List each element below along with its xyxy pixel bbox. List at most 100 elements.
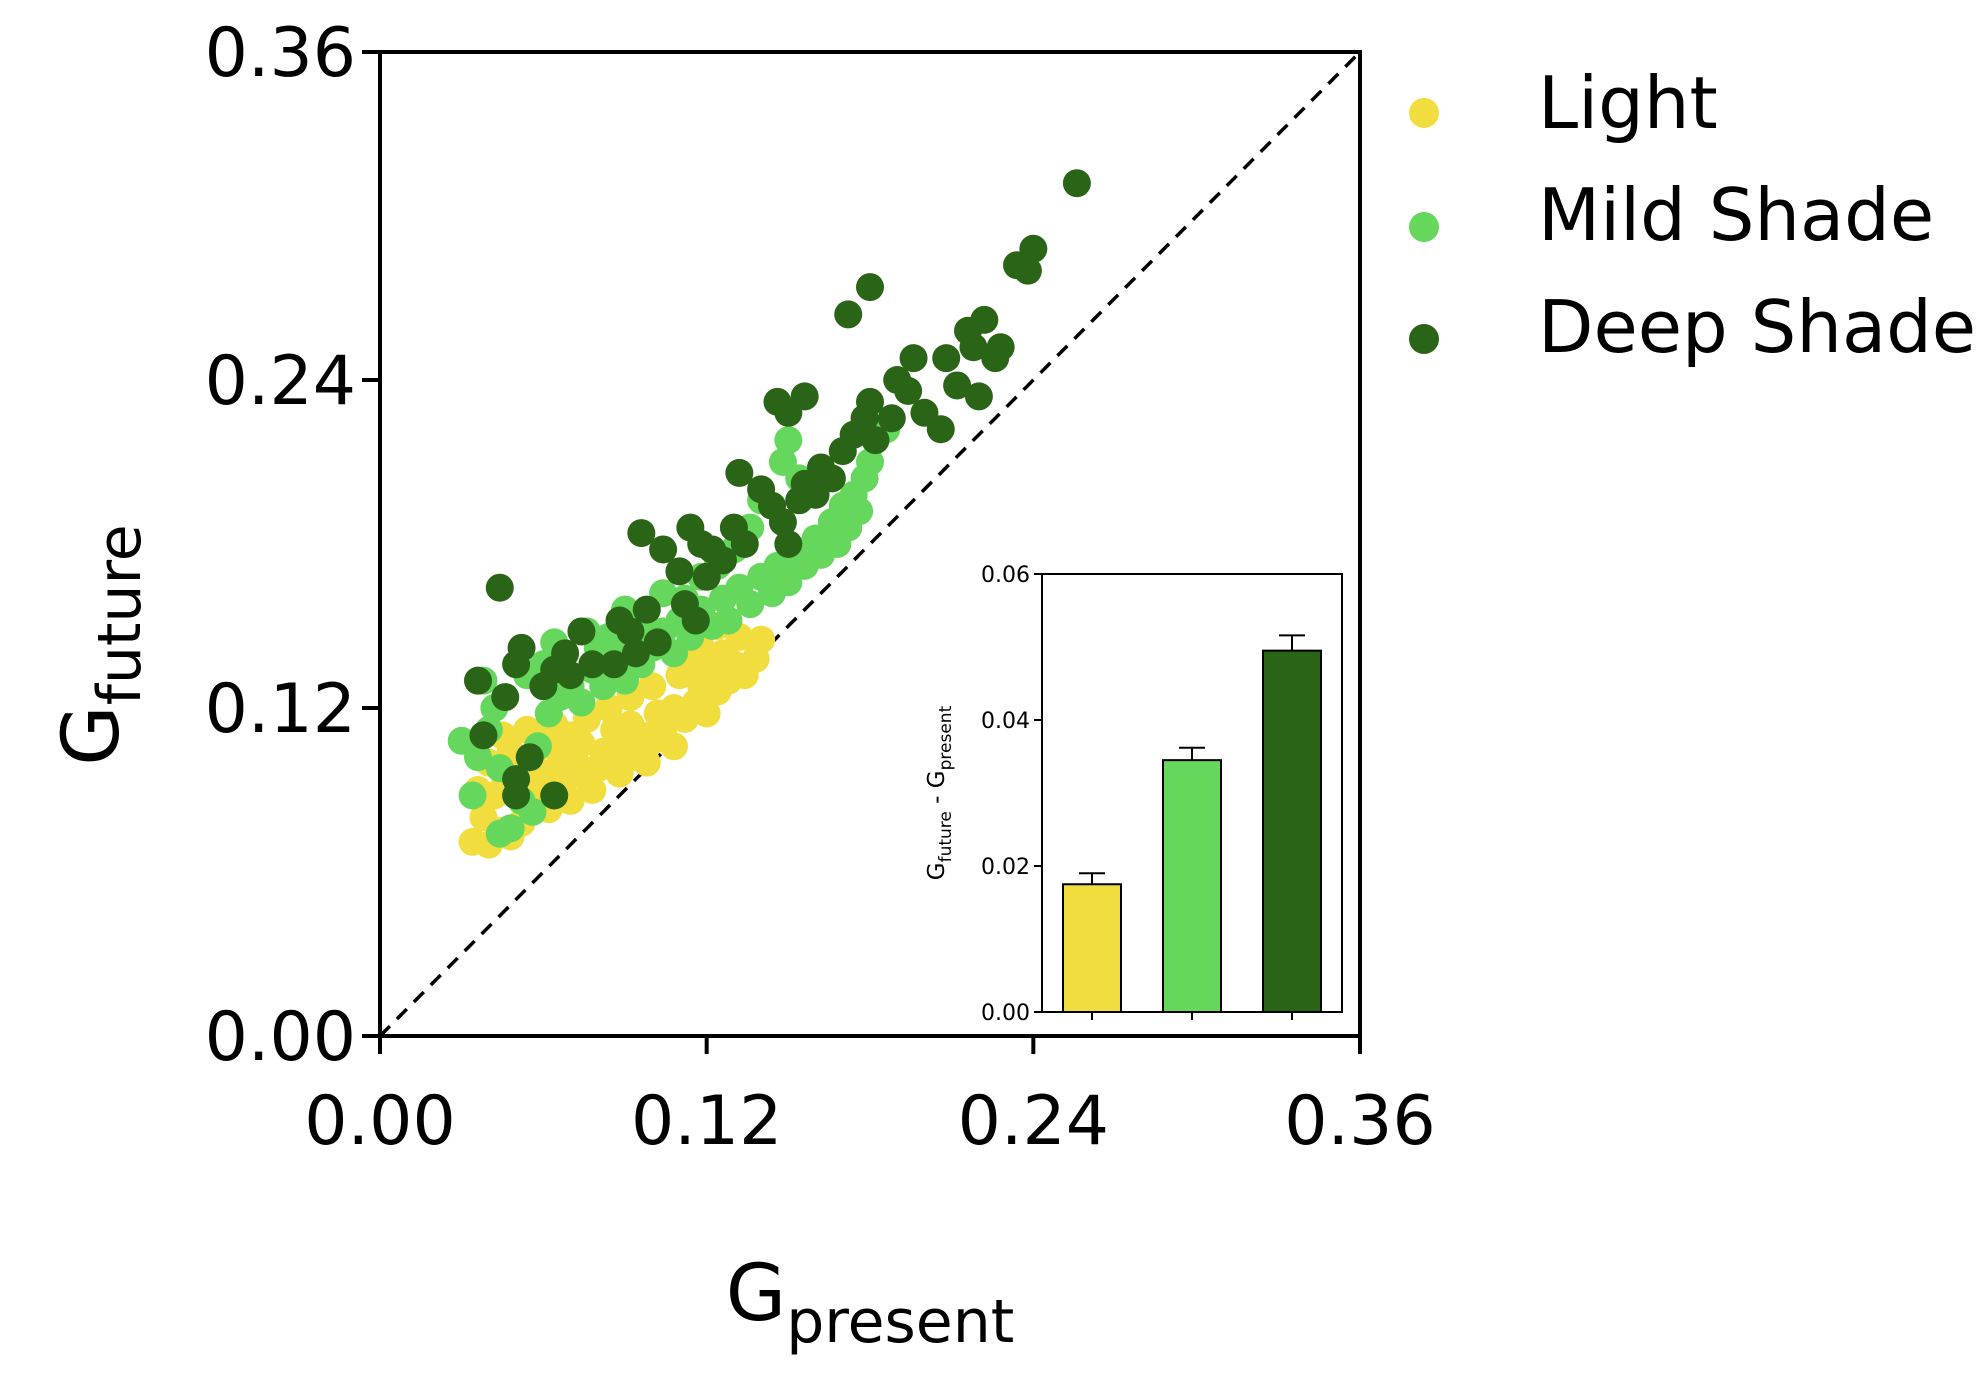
y-tick-label: 0.00 xyxy=(205,998,356,1077)
scatter-point xyxy=(567,688,596,717)
scatter-point xyxy=(551,639,580,668)
scatter-point xyxy=(491,683,520,712)
legend-marker-mild-shade xyxy=(1409,212,1439,242)
main-scatter-plot: 0.00 0.12 0.24 0.36 0.00 0.12 0.24 0.36 Gfuture… xyxy=(47,14,1436,1357)
scatter-point xyxy=(485,819,514,848)
scatter-point xyxy=(877,404,906,433)
scatter-point xyxy=(578,776,607,804)
y-axis-title-main: G xyxy=(47,705,137,765)
scatter-point xyxy=(660,732,688,761)
y-tick-label: 0.12 xyxy=(205,670,356,749)
inset-bars xyxy=(1062,634,1322,1020)
scatter-point xyxy=(594,694,623,722)
scatter-point xyxy=(932,344,961,373)
scatter-point xyxy=(856,448,884,476)
main-plot-frame xyxy=(378,50,1362,1038)
x-tick-label: 0.12 xyxy=(631,1082,782,1161)
inset-axis-ticks: 0.00 0.02 0.04 0.06 xyxy=(981,563,1042,1026)
scatter-point xyxy=(589,672,618,701)
inset-y-tick-label: 0.06 xyxy=(981,563,1030,588)
y-axis-title-sub: future xyxy=(85,524,155,705)
legend-marker-light xyxy=(1409,98,1439,128)
scatter-point xyxy=(763,387,792,416)
scatter-point xyxy=(899,344,928,373)
scatter-point xyxy=(959,333,988,362)
scatter-point xyxy=(774,426,803,455)
inset-bar xyxy=(1162,759,1222,1014)
inset-y-title-sub1: future xyxy=(936,811,956,862)
scatter-point xyxy=(632,595,661,624)
scatter-point xyxy=(665,557,694,586)
y-tick-label: 0.36 xyxy=(205,14,356,93)
scatter-point xyxy=(817,464,846,493)
scatter-point xyxy=(485,573,514,602)
scatter-point xyxy=(1013,256,1042,285)
scatter-point xyxy=(856,273,884,302)
scatter-point xyxy=(894,376,923,405)
scatter-point xyxy=(1019,234,1048,263)
scatter-point xyxy=(464,666,492,695)
legend-label-light: Light xyxy=(1538,61,1718,145)
legend-item-deep-shade: Deep Shade xyxy=(1409,285,1976,369)
scatter-point xyxy=(469,721,498,750)
legend: Light Mild Shade Deep Shade xyxy=(1409,61,1976,369)
scatter-point xyxy=(621,639,650,668)
inset-bar-mild-shade xyxy=(1162,746,1222,1020)
scatter-point xyxy=(515,743,544,772)
scatter-point xyxy=(556,721,585,750)
scatter-point xyxy=(567,617,596,646)
inset-y-tick-label: 0.04 xyxy=(981,709,1030,734)
scatter-point xyxy=(578,650,607,679)
legend-item-light: Light xyxy=(1409,61,1718,145)
inset-bar-deep-shade xyxy=(1262,634,1322,1020)
legend-label-mild-shade: Mild Shade xyxy=(1538,173,1934,257)
scatter-point xyxy=(943,371,972,400)
scatter-point xyxy=(856,387,884,416)
scatter-point xyxy=(1062,169,1091,198)
scatter-point xyxy=(458,781,487,810)
scatter-point xyxy=(709,546,737,575)
x-axis-title: Gpresent xyxy=(726,1249,1015,1357)
inset-y-title-g1: G xyxy=(924,862,950,880)
scatter-point xyxy=(638,672,667,701)
scatter-point xyxy=(616,617,645,646)
scatter-point xyxy=(507,633,536,662)
scatter-point xyxy=(556,661,585,690)
scatter-point xyxy=(774,530,803,558)
legend-marker-deep-shade xyxy=(1409,324,1439,354)
inset-y-axis-title: Gfuture - Gpresent xyxy=(924,705,956,880)
inset-bar xyxy=(1262,649,1322,1014)
scatter-point xyxy=(692,699,721,728)
scatter-point xyxy=(632,748,661,777)
scatter-point xyxy=(627,519,656,548)
scatter-point xyxy=(736,590,765,619)
scatter-point xyxy=(725,458,754,487)
scatter-point xyxy=(502,781,531,810)
scatter-point xyxy=(665,661,694,690)
scatter-point xyxy=(926,415,955,444)
scatter-point xyxy=(861,426,890,455)
inset-bar-light xyxy=(1062,872,1122,1020)
scatter-point xyxy=(600,650,629,679)
legend-item-mild-shade: Mild Shade xyxy=(1409,173,1934,257)
scatter-point xyxy=(768,508,797,537)
scatter-point xyxy=(714,606,743,635)
inset-y-title-g2: G xyxy=(924,770,950,788)
inset-bar-chart: 0.00 0.02 0.04 0.06 Gfuture - Gpresent xyxy=(924,563,1343,1026)
scatter-points xyxy=(447,169,1091,859)
inset-y-title-sep: - xyxy=(924,788,950,811)
scatter-point xyxy=(845,497,874,526)
series-deep-shade xyxy=(464,169,1091,810)
main-axis-ticks: 0.00 0.12 0.24 0.36 0.00 0.12 0.24 0.36 xyxy=(205,14,1436,1161)
scatter-point xyxy=(681,606,710,635)
scatter-point xyxy=(730,530,759,558)
x-tick-label: 0.24 xyxy=(958,1082,1109,1161)
scatter-point xyxy=(747,625,776,654)
scatter-point xyxy=(970,305,999,334)
x-axis-title-main: G xyxy=(726,1249,786,1339)
scatter-point xyxy=(643,628,672,657)
inset-y-tick-label: 0.00 xyxy=(981,1001,1030,1026)
identity-reference-line xyxy=(378,50,1362,1038)
scatter-point xyxy=(986,333,1015,362)
